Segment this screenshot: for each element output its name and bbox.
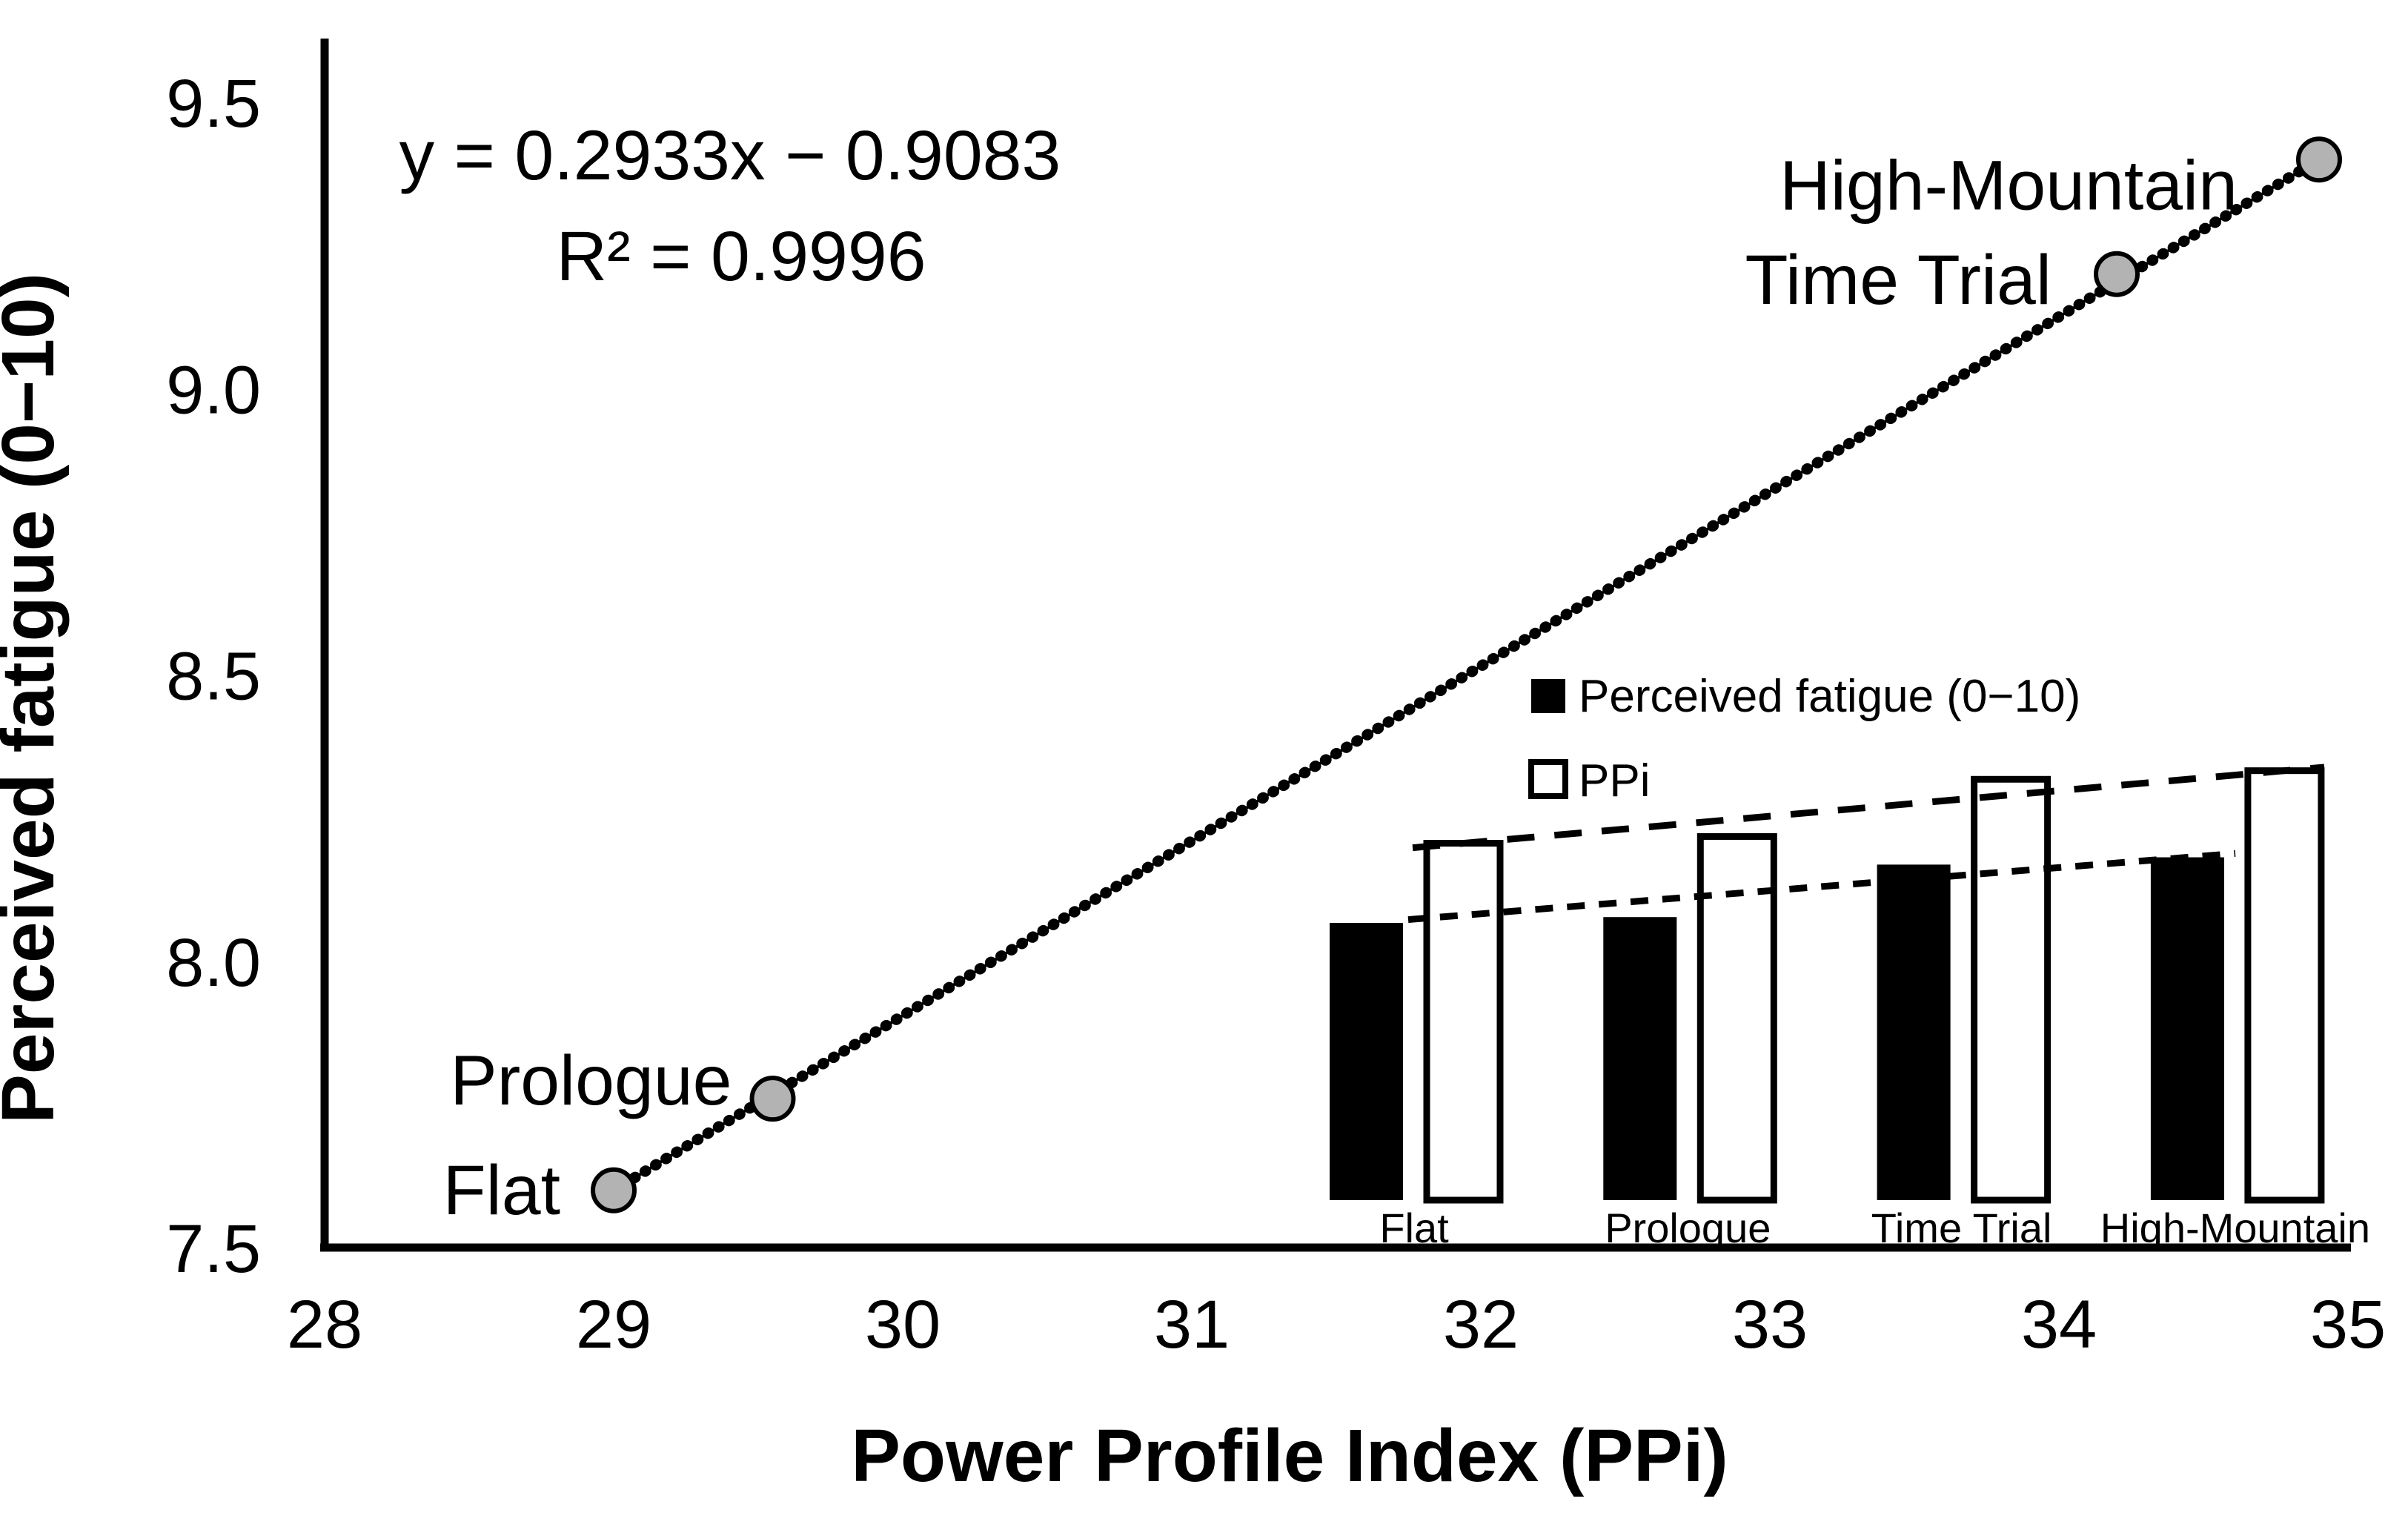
x-tick-label: 35 (2310, 1287, 2386, 1362)
inset-category-label: Prologue (1605, 1205, 1771, 1251)
scatter-point (2094, 251, 2140, 297)
inset-legend: Perceived fatigue (0−10) PPi (1528, 671, 2080, 807)
main-chart: y = 0.2933x − 0.9083 R² = 0.9996 Power P… (0, 39, 2386, 1497)
x-tick-labels: 28 29 30 31 32 33 34 35 (287, 1287, 2386, 1362)
x-tick-label: 34 (2021, 1287, 2097, 1362)
scatter-point-label: High-Mountain (1780, 146, 2238, 225)
x-tick-label: 30 (865, 1287, 941, 1362)
inset-category-label: Time Trial (1871, 1205, 2052, 1251)
scatter-point-label: Time Trial (1745, 241, 2052, 319)
legend-swatch-ppi (1528, 759, 1568, 799)
inset-dashed-trend-ppi (1412, 764, 2325, 852)
x-tick-label: 31 (1154, 1287, 1230, 1362)
inset-bar-fatigue (1330, 923, 1403, 1200)
inset-category-label: Flat (1379, 1205, 1449, 1251)
inset-category-label: High-Mountain (2100, 1205, 2370, 1251)
y-tick-label: 9.0 (166, 352, 261, 428)
inset-bar-fatigue (2150, 857, 2224, 1200)
trendline-group (608, 153, 2325, 1196)
scatter-point (749, 1076, 796, 1122)
r-squared-text: R² = 0.9996 (556, 217, 926, 296)
y-tick-label: 8.5 (166, 639, 261, 715)
equation-text: y = 0.2933x − 0.9083 (399, 116, 1061, 195)
y-tick-label: 9.5 (166, 66, 261, 142)
x-tick-label: 32 (1443, 1287, 1519, 1362)
trendline-beads (608, 153, 2325, 1196)
legend-swatch-fatigue (1531, 679, 1565, 713)
inset-bar-ppi (1696, 832, 1777, 1204)
x-axis-title: Power Profile Index (PPi) (851, 1414, 1728, 1497)
scatter-point (591, 1167, 637, 1213)
inset-bar-ppi (1423, 840, 1504, 1204)
legend-label-fatigue: Perceived fatigue (0−10) (1579, 671, 2080, 722)
inset-bar-chart: Perceived fatigue (0−10) PPi Flat Prologu… (1330, 671, 2370, 1251)
y-tick-labels: 7.5 8.0 8.5 9.0 9.5 (166, 66, 261, 1287)
scatter-point-labels: Flat Prologue Time Trial High-Mountain (443, 146, 2238, 1230)
scatter-point-label: Prologue (450, 1041, 732, 1120)
x-tick-label: 33 (1732, 1287, 1808, 1362)
x-tick-label: 28 (287, 1287, 362, 1362)
y-tick-label: 8.0 (166, 925, 261, 1001)
x-tick-label: 29 (576, 1287, 651, 1362)
inset-bar-fatigue (1603, 917, 1677, 1200)
inset-dashed-trend-fatigue (1407, 850, 2236, 924)
scatter-point (2296, 136, 2342, 183)
inset-category-labels: Flat Prologue Time Trial High-Mountain (1379, 1205, 2370, 1251)
inset-bar-ppi (2244, 767, 2325, 1204)
inset-bar-ppi (1971, 775, 2052, 1204)
y-axis-title: Perceived fatigue (0−10) (0, 273, 70, 1124)
inset-bars (1330, 767, 2325, 1204)
legend-label-ppi: PPi (1579, 755, 1650, 807)
scatter-points (591, 136, 2342, 1213)
inset-trend-dashes (1407, 764, 2325, 924)
y-tick-label: 7.5 (166, 1211, 261, 1287)
inset-bar-fatigue (1877, 864, 1951, 1200)
scatter-point-label: Flat (443, 1151, 560, 1230)
